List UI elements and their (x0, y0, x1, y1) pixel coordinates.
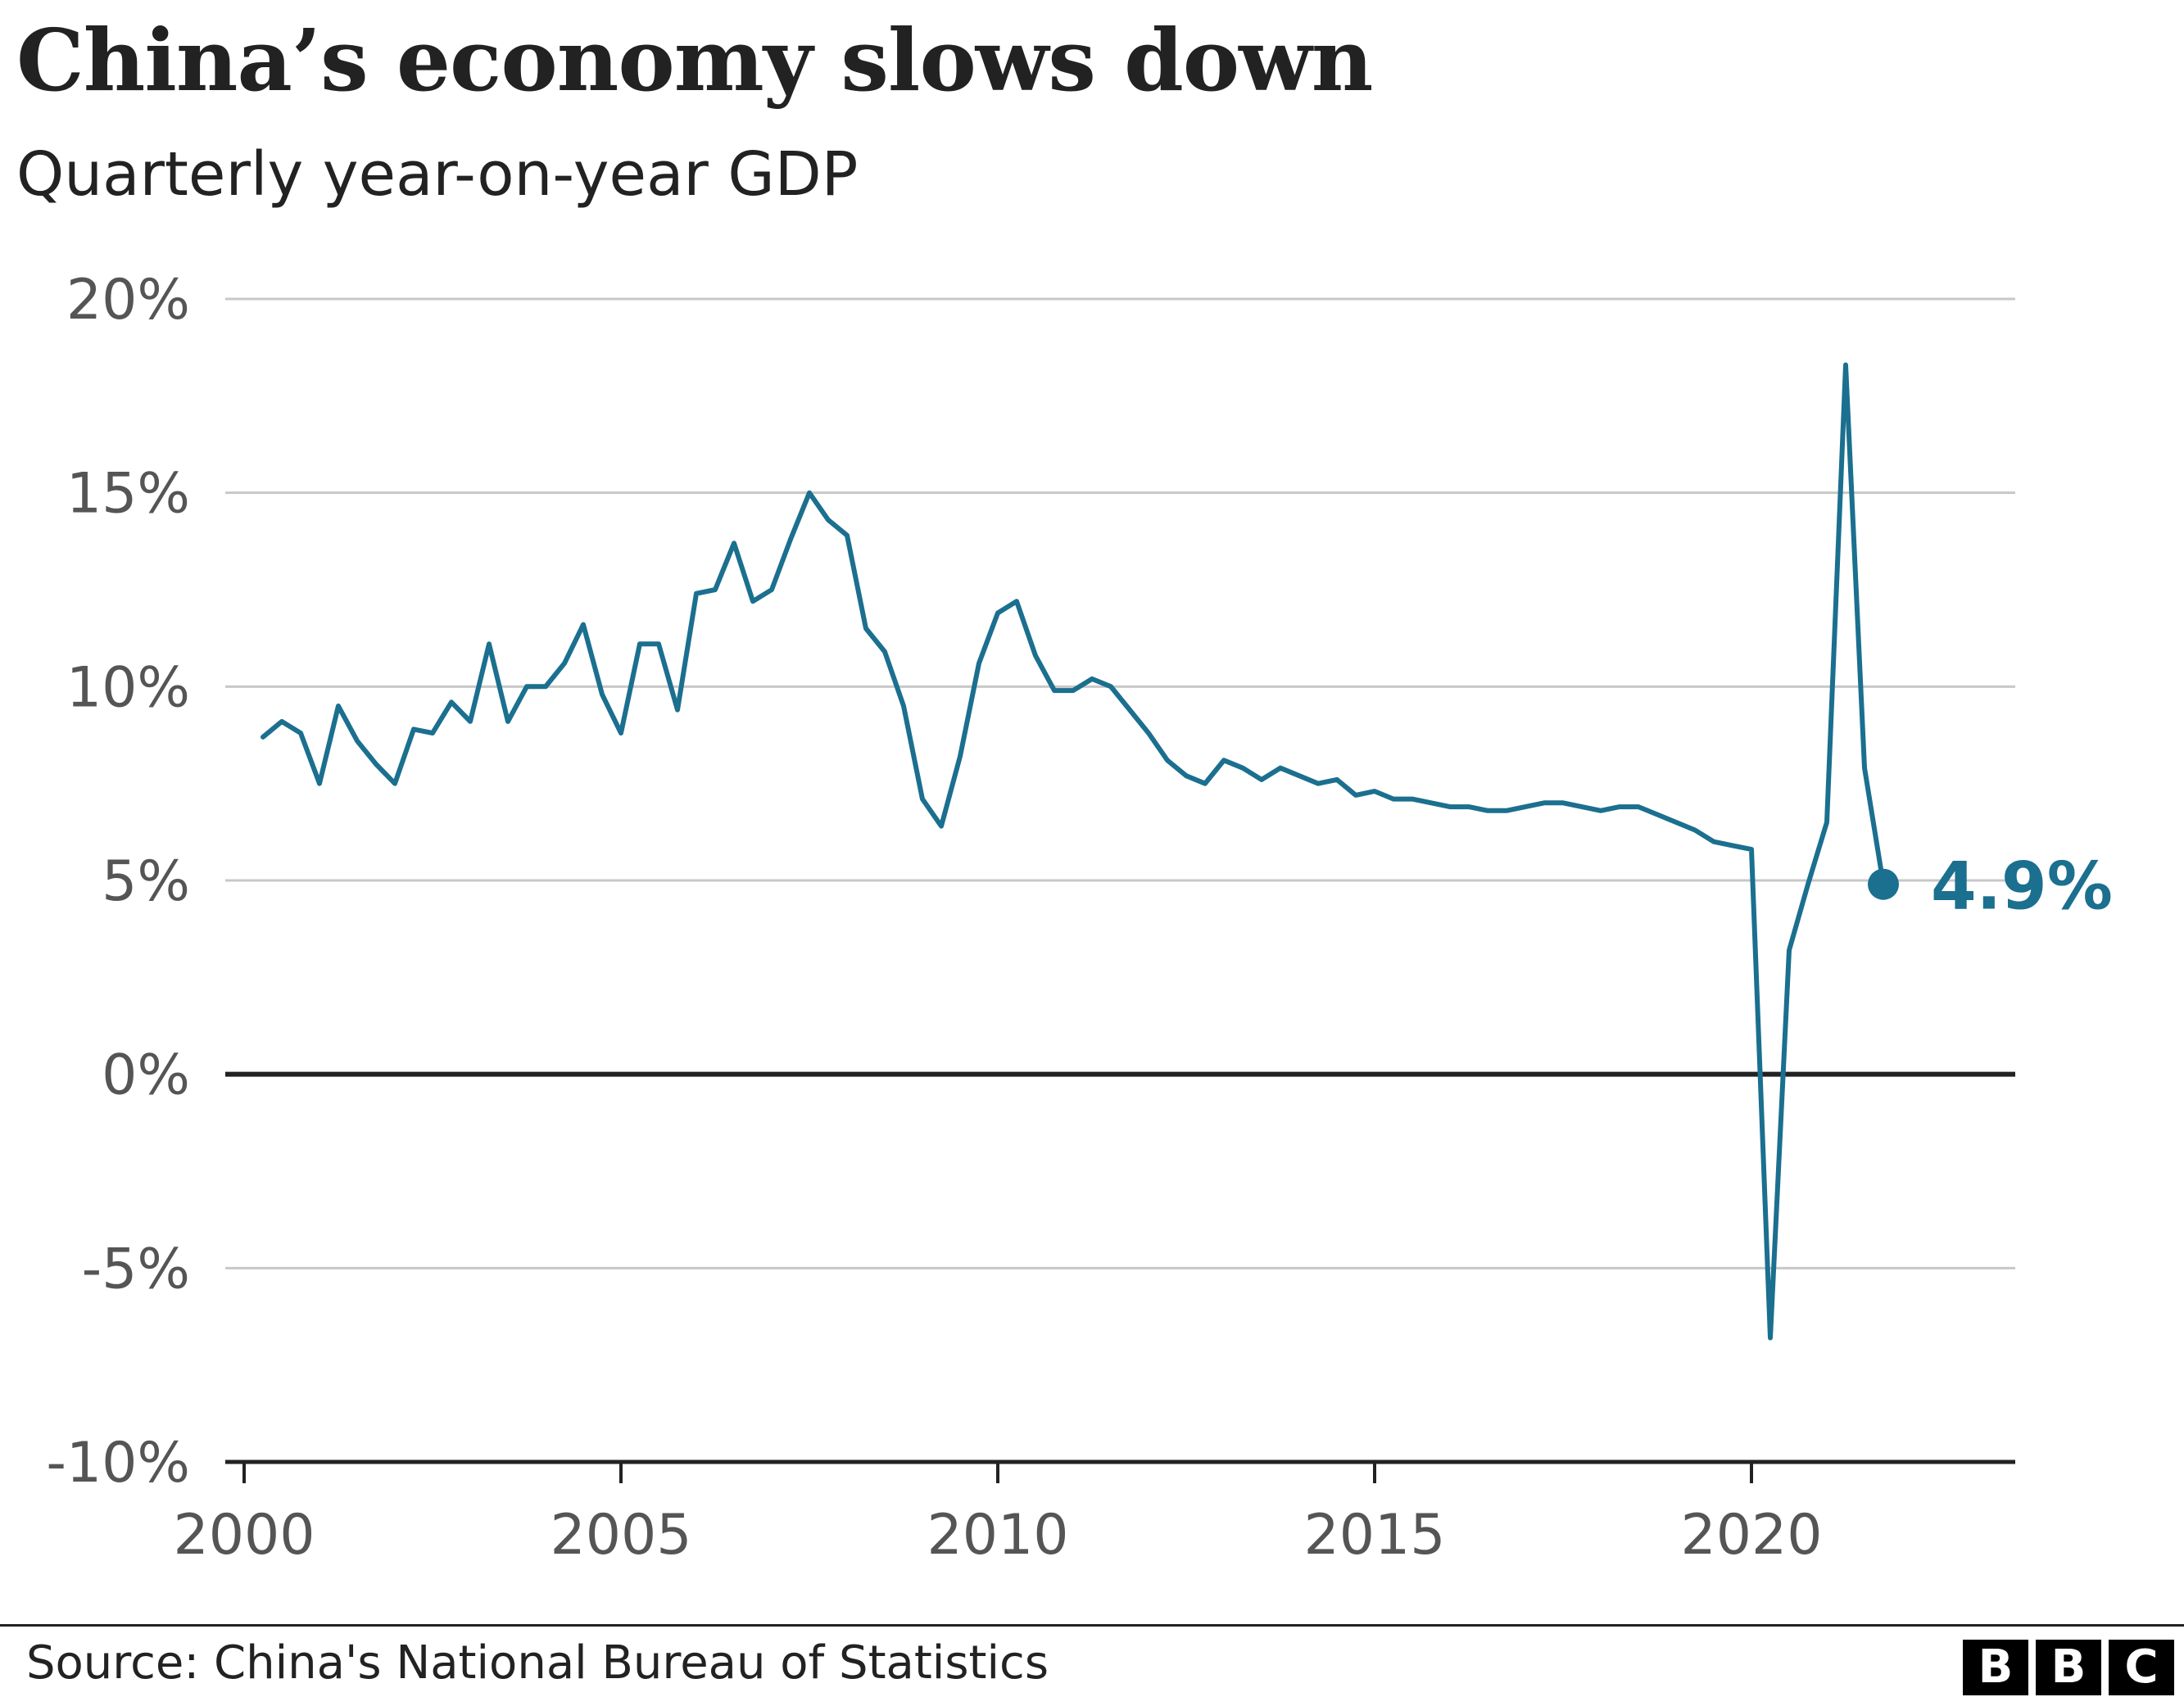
x-tick-label: 2015 (1303, 1503, 1445, 1568)
bbc-logo-block-3: C (2109, 1640, 2174, 1695)
y-axis-tick-labels: -10% -5% 0% 5% 10% 15% 20% (46, 268, 190, 1496)
y-tick-label: 10% (66, 655, 190, 720)
x-tick-label: 2000 (173, 1503, 315, 1568)
y-tick-label: 15% (66, 462, 190, 527)
chart-subtitle: Quarterly year-on-year GDP (16, 139, 859, 210)
y-tick-label: 5% (102, 849, 190, 914)
series-layer: 4.9% (261, 362, 2113, 1341)
y-tick-label: 0% (102, 1043, 190, 1108)
x-axis-ticks: 2000 2005 2010 2015 2020 (173, 1462, 1823, 1568)
bbc-logo-block-1: B (1963, 1640, 2028, 1695)
gdp-line-chart: -10% -5% 0% 5% 10% 15% 20% 2000 2005 2010 2015 202… (46, 268, 2113, 1568)
source-note: Source: China's National Bureau of Stati… (26, 1636, 1049, 1690)
gridlines (225, 297, 2015, 1464)
bbc-logo-block-2: B (2036, 1640, 2101, 1695)
gdp-series-line (261, 362, 1886, 1341)
bbc-logo: B B C (1963, 1640, 2174, 1695)
last-value-marker (1868, 868, 1899, 900)
x-tick-label: 2020 (1680, 1503, 1822, 1568)
y-tick-label: -10% (46, 1431, 190, 1496)
chart-title: China’s economy slows down (16, 10, 1373, 111)
y-tick-label: 20% (66, 268, 190, 333)
x-tick-label: 2005 (550, 1503, 691, 1568)
last-value-label: 4.9% (1931, 848, 2113, 925)
x-tick-label: 2010 (927, 1503, 1068, 1568)
y-tick-label: -5% (82, 1237, 190, 1301)
footer-divider (0, 1624, 2184, 1627)
